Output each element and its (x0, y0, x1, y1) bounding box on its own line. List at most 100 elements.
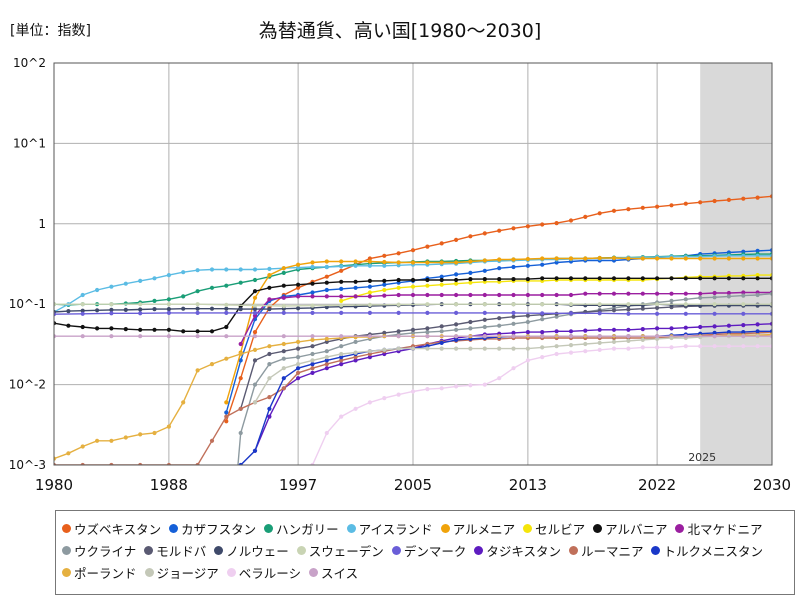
data-point (482, 231, 487, 236)
data-point (281, 349, 286, 354)
data-point (511, 314, 516, 319)
legend-marker (214, 545, 224, 555)
data-point (454, 327, 459, 332)
data-point (712, 290, 717, 296)
data-point (425, 346, 430, 351)
data-point (224, 356, 229, 361)
data-point (425, 387, 430, 392)
data-point (583, 341, 588, 347)
data-point (95, 287, 100, 293)
data-point (439, 329, 444, 334)
data-point (655, 302, 660, 307)
x-tick-label: 2030 (753, 476, 791, 494)
data-point (454, 322, 459, 327)
data-point (741, 330, 746, 335)
data-point (238, 280, 243, 285)
series-line (54, 312, 772, 315)
data-point (382, 263, 387, 268)
data-point (367, 334, 372, 339)
data-point (698, 200, 703, 205)
data-point (152, 307, 157, 312)
data-point (597, 327, 602, 332)
data-point (324, 430, 329, 436)
series-layer (54, 194, 772, 465)
data-point (382, 278, 387, 283)
data-point (80, 308, 85, 313)
legend-item: セルビア (523, 517, 585, 539)
data-point (683, 276, 688, 281)
data-point (698, 344, 703, 349)
data-point (698, 324, 703, 330)
data-point (425, 260, 430, 265)
data-point (655, 291, 660, 296)
legend-label: アイスランド (358, 521, 433, 537)
data-point (339, 279, 344, 284)
data-point (712, 276, 717, 281)
data-point (497, 376, 502, 381)
data-point (181, 306, 186, 311)
data-point (583, 328, 588, 333)
data-point (497, 323, 502, 328)
data-point (554, 344, 559, 349)
data-point (138, 432, 143, 437)
data-point (310, 264, 315, 270)
data-point (525, 330, 531, 335)
data-point (238, 267, 243, 272)
data-point (166, 462, 171, 465)
data-point (540, 292, 545, 298)
data-point (454, 346, 459, 351)
data-point (712, 302, 717, 307)
data-point (568, 334, 574, 339)
data-point (224, 306, 229, 311)
legend-label: カザフスタン (181, 521, 257, 537)
data-point (339, 351, 344, 357)
data-point (769, 321, 772, 326)
data-point (640, 256, 645, 261)
data-point (152, 430, 157, 436)
legend-item: ジョージア (144, 561, 219, 583)
legend-label: タジキスタン (486, 543, 561, 559)
data-point (339, 414, 344, 419)
data-point (353, 279, 358, 284)
legend-marker (226, 567, 236, 577)
data-point (382, 347, 387, 352)
data-point (281, 356, 286, 361)
data-point (497, 266, 502, 271)
data-point (296, 339, 301, 344)
legend-marker (169, 523, 179, 533)
data-point (640, 205, 645, 210)
data-point (769, 329, 772, 334)
legend-marker (144, 545, 154, 555)
data-point (310, 370, 315, 375)
data-point (698, 295, 703, 300)
data-point (568, 256, 574, 261)
data-point (80, 334, 85, 339)
data-point (281, 266, 286, 271)
data-point (339, 334, 344, 339)
unit-label: [単位：指数] (10, 23, 91, 39)
legend-item: 北マケドニア (675, 517, 763, 539)
data-point (669, 335, 674, 341)
data-point (339, 344, 344, 349)
data-point (525, 277, 531, 282)
data-point (252, 267, 258, 272)
data-point (109, 334, 114, 339)
series-line (240, 303, 772, 409)
data-point (482, 334, 487, 339)
data-point (554, 314, 559, 319)
forecast-label: 2025 (688, 451, 716, 464)
data-point (454, 310, 459, 315)
data-point (252, 303, 258, 308)
data-point (655, 345, 660, 350)
data-point (396, 334, 401, 339)
data-point (95, 326, 100, 331)
data-point (339, 362, 344, 367)
data-point (224, 419, 229, 424)
data-point (468, 319, 473, 325)
data-point (296, 370, 301, 375)
data-point (511, 334, 516, 339)
data-point (655, 305, 660, 310)
data-point (626, 307, 631, 312)
data-point (238, 406, 243, 411)
